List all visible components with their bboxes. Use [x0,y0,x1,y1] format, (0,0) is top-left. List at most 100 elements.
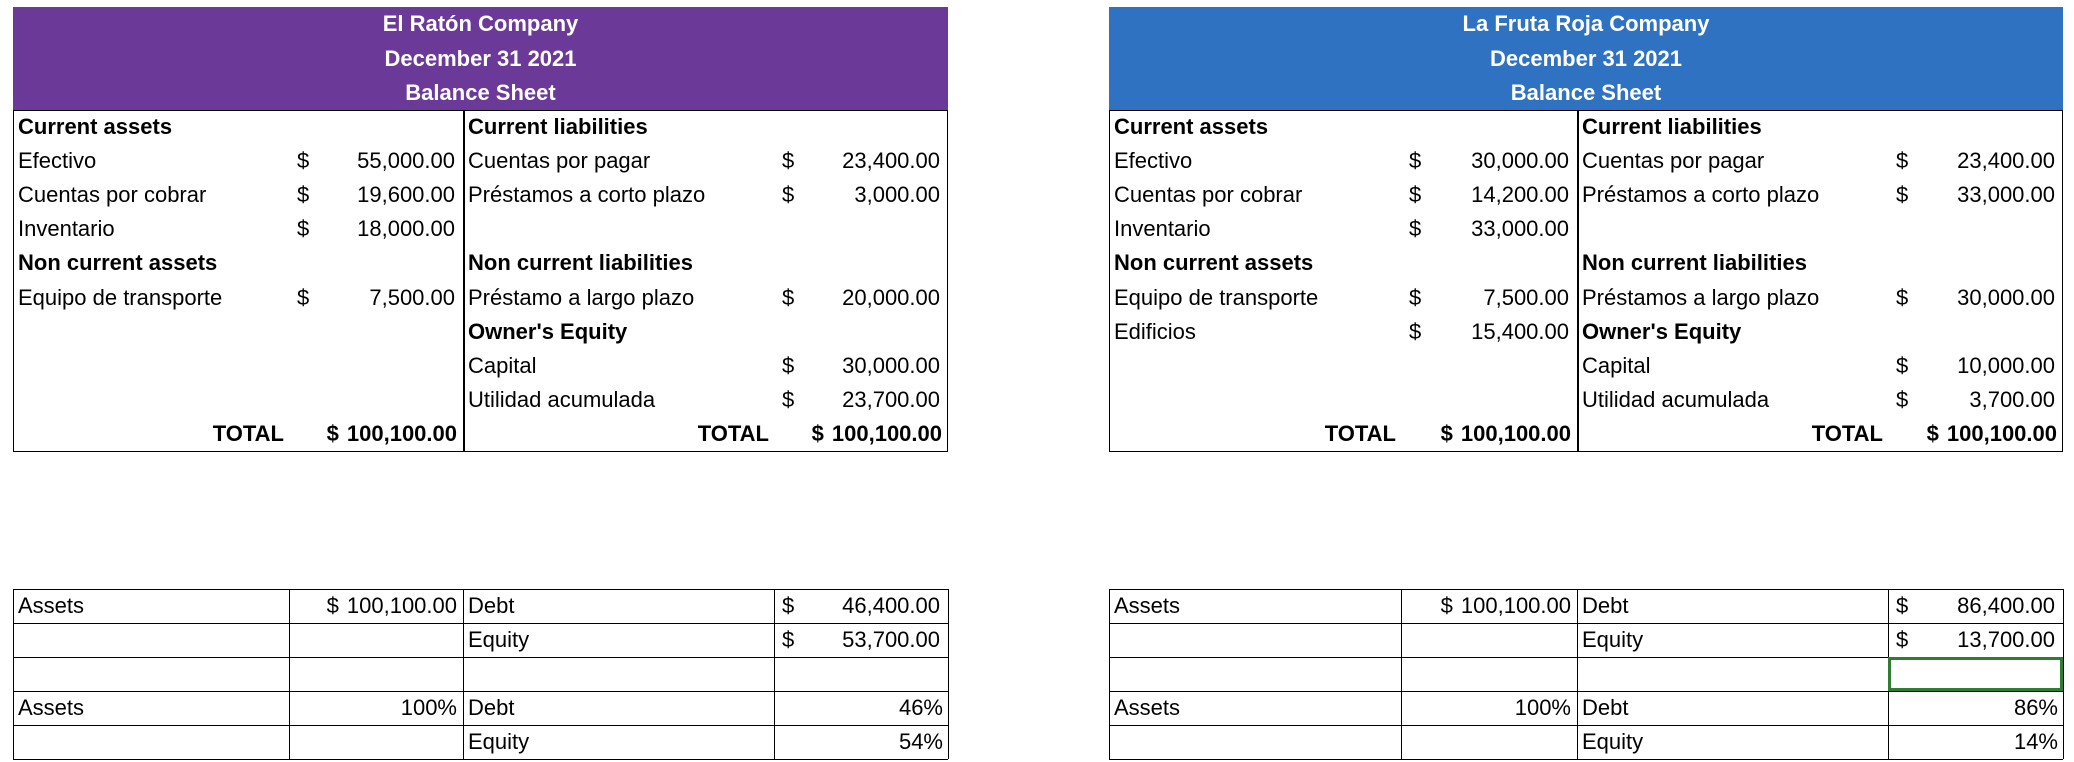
summary-label [13,623,289,657]
label-text: Edificios [1114,318,1196,344]
table-border [13,109,948,452]
grid-line [13,759,948,761]
currency: $ [1409,147,1422,173]
table-border [1109,109,2063,452]
row-label: Owner's Equity [463,315,774,349]
amount: 46,400.00 [842,593,940,618]
row-label: Current assets [13,110,289,144]
amount: 3,700.00 [1969,387,2055,413]
grid-line [13,657,948,659]
header-text: December 31 2021 [384,45,577,71]
label-text: Debt [468,695,515,720]
currency: $ [1409,318,1422,344]
row-label: Non current assets [13,246,289,280]
divider [1577,109,1579,452]
currency: $ [1896,147,1909,173]
grid-line [1109,623,2063,625]
grid-line [13,623,948,625]
currency: $ [782,353,795,379]
label-text: Equipo de transporte [1114,284,1319,310]
summary-amount: $46,400.00 [774,589,948,623]
amount: 100,100.00 [1946,421,2057,447]
label-text: Assets [1114,695,1181,720]
amount: 14,200.00 [1471,182,1569,208]
currency: $ [782,387,795,413]
amount-cell: $23,400.00 [1888,144,2063,178]
summary-label [1109,623,1401,657]
currency: $ [782,284,795,310]
amount-cell: $30,000.00 [774,349,948,383]
amount: 15,400.00 [1471,318,1569,344]
amount: 23,400.00 [1957,147,2055,173]
label-text: Current liabilities [1582,113,1762,139]
row-label: Owner's Equity [1577,315,1888,349]
grid-line [774,589,776,759]
amount: 3,000.00 [854,182,940,208]
summary-amount: 54% [774,725,948,759]
currency: $ [297,182,310,208]
amount-cell: $100,100.00 [1401,417,1577,451]
label-text: Préstamo a largo plazo [468,284,695,310]
currency: $ [326,421,339,447]
label-text: Capital [1582,353,1651,379]
amount: 54% [898,729,943,754]
label-text: Current liabilities [468,113,648,139]
label-text: Owner's Equity [468,318,628,344]
summary-amount [1401,725,1577,759]
currency: $ [1896,284,1909,310]
summary-label [1577,657,1888,691]
amount-cell: $15,400.00 [1401,315,1577,349]
amount: 100,100.00 [831,421,942,447]
summary-label: Equity [463,623,774,657]
label-text: Debt [468,593,515,618]
row-label: Non current liabilities [463,246,774,280]
amount-cell: $23,400.00 [774,144,948,178]
amount-cell: $30,000.00 [1401,144,1577,178]
header-text: Balance Sheet [405,79,556,105]
label-text: Non current liabilities [1582,250,1807,276]
summary-label: Debt [463,589,774,623]
amount-cell: $30,000.00 [1888,281,2063,315]
amount: 19,600.00 [357,182,455,208]
summary-label: Assets [1109,589,1401,623]
summary-label: Debt [1577,589,1888,623]
amount: 86,400.00 [1957,593,2055,618]
summary-amount: $100,100.00 [289,589,463,623]
label-text: Equity [468,729,530,754]
amount: 30,000.00 [1471,147,1569,173]
label-text: Cuentas por cobrar [1114,182,1303,208]
label-text: Non current liabilities [468,250,693,276]
summary-label [13,657,289,691]
summary-amount [289,623,463,657]
summary-amount: 14% [1888,725,2063,759]
amount: 30,000.00 [1957,284,2055,310]
summary-label [1109,725,1401,759]
row-label: Current liabilities [463,110,774,144]
summary-amount: $53,700.00 [774,623,948,657]
grid-line [948,589,950,759]
amount-cell: $7,500.00 [289,281,463,315]
summary-amount: 86% [1888,691,2063,725]
currency: $ [297,216,310,242]
summary-amount: 46% [774,691,948,725]
currency: $ [782,593,795,618]
header-text: El Ratón Company [382,11,579,37]
amount-cell: $7,500.00 [1401,281,1577,315]
label-text: Préstamos a corto plazo [1582,182,1820,208]
grid-line [289,589,291,759]
grid-line [1109,759,2063,761]
currency: $ [297,284,310,310]
grid-line [1577,589,1579,759]
summary-label: Debt [1577,691,1888,725]
label-text: Capital [468,353,537,379]
amount: 100,100.00 [346,421,457,447]
label-text: Assets [18,695,85,720]
amount-cell: $10,000.00 [1888,349,2063,383]
row-label: Inventario [13,212,289,246]
row-label: Préstamos a corto plazo [1577,178,1888,212]
amount-cell: $20,000.00 [774,281,948,315]
amount: 10,000.00 [1957,353,2055,379]
row-label: Capital [463,349,774,383]
label-text: Utilidad acumulada [468,387,656,413]
